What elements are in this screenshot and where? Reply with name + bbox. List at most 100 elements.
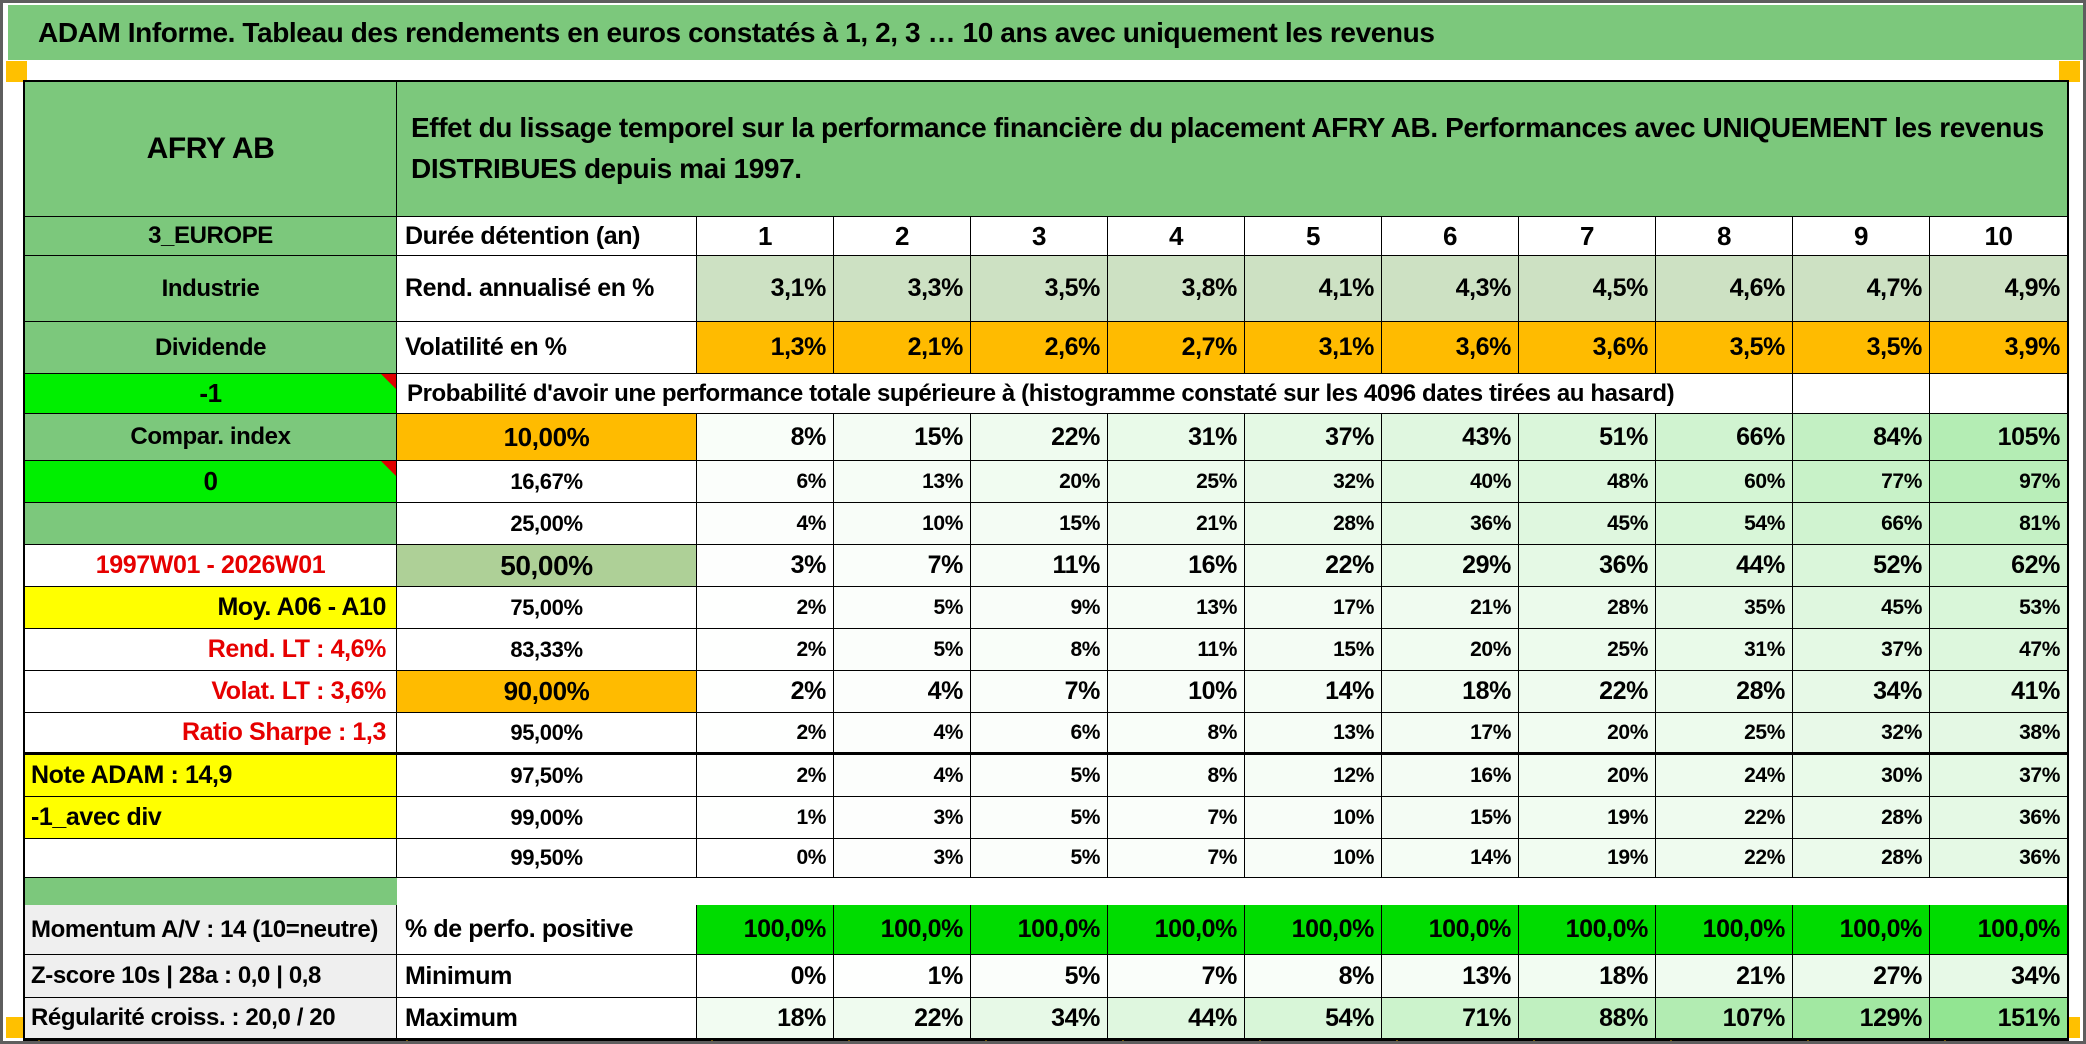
value-cell[interactable]: 66% — [1793, 503, 1930, 545]
value-cell[interactable]: 2% — [697, 755, 834, 797]
year-header-cell[interactable]: 5 — [1245, 217, 1382, 256]
value-cell[interactable]: 10% — [1108, 671, 1245, 713]
row-label-cell[interactable]: Industrie — [25, 256, 397, 322]
value-cell[interactable]: 24% — [1656, 755, 1793, 797]
value-cell[interactable]: 37% — [1245, 414, 1382, 461]
value-cell[interactable]: 7% — [834, 545, 971, 587]
value-cell[interactable]: 105% — [1930, 414, 2067, 461]
value-cell[interactable]: 30% — [1793, 755, 1930, 797]
value-cell[interactable]: 28% — [1245, 503, 1382, 545]
row-label-cell[interactable]: Z-score 10s | 28a : 0,0 | 0,8 — [25, 955, 397, 998]
value-cell[interactable]: 3% — [697, 545, 834, 587]
year-header-cell[interactable]: 8 — [1656, 217, 1793, 256]
value-cell[interactable]: 13% — [1382, 955, 1519, 998]
value-cell[interactable]: 77% — [1793, 461, 1930, 503]
value-cell[interactable]: 4,5% — [1519, 256, 1656, 322]
value-cell[interactable]: 12% — [1245, 755, 1382, 797]
value-cell[interactable]: 4% — [834, 671, 971, 713]
value-cell[interactable]: 129% — [1793, 998, 1930, 1039]
value-cell[interactable]: 11% — [971, 545, 1108, 587]
value-cell[interactable]: 21% — [1382, 587, 1519, 629]
year-header-cell[interactable]: 4 — [1108, 217, 1245, 256]
value-cell[interactable]: 54% — [1245, 998, 1382, 1039]
value-cell[interactable]: 52% — [1793, 545, 1930, 587]
value-cell[interactable]: 19% — [1519, 797, 1656, 839]
value-cell[interactable]: 0% — [697, 955, 834, 998]
value-cell[interactable]: 100,0% — [971, 905, 1108, 955]
value-cell[interactable]: 3,6% — [1382, 322, 1519, 374]
value-cell[interactable]: 15% — [1382, 797, 1519, 839]
row-label-cell[interactable]: Moy. A06 - A10 — [25, 587, 397, 629]
value-cell[interactable]: 51% — [1519, 414, 1656, 461]
year-header-cell[interactable]: 2 — [834, 217, 971, 256]
ticker-cell[interactable]: AFRY AB — [25, 82, 397, 217]
value-cell[interactable]: 29% — [1382, 545, 1519, 587]
row-label-cell[interactable]: Volat. LT : 3,6% — [25, 671, 397, 713]
value-cell[interactable]: 5% — [834, 587, 971, 629]
value-cell[interactable]: 16% — [1382, 755, 1519, 797]
probability-threshold-cell[interactable]: 50,00% — [397, 545, 697, 587]
value-cell[interactable]: 28% — [1793, 797, 1930, 839]
row-label-cell[interactable]: Rend. LT : 4,6% — [25, 629, 397, 671]
value-cell[interactable]: 22% — [1245, 545, 1382, 587]
value-cell[interactable]: 36% — [1930, 797, 2067, 839]
value-cell[interactable]: 151% — [1930, 998, 2067, 1039]
value-cell[interactable]: 14% — [1382, 839, 1519, 878]
value-cell[interactable]: 4% — [834, 713, 971, 755]
value-cell[interactable]: 100,0% — [697, 905, 834, 955]
value-cell[interactable]: 32% — [1245, 461, 1382, 503]
value-cell[interactable]: 5% — [971, 797, 1108, 839]
value-cell[interactable]: 7% — [1108, 839, 1245, 878]
row-label-cell[interactable]: 1997W01 - 2026W01 — [25, 545, 397, 587]
value-cell[interactable]: 27% — [1793, 955, 1930, 998]
value-cell[interactable]: 22% — [1656, 797, 1793, 839]
value-cell[interactable]: 2% — [697, 587, 834, 629]
value-cell[interactable]: 10% — [1245, 797, 1382, 839]
value-cell[interactable]: 36% — [1930, 839, 2067, 878]
value-cell[interactable]: 15% — [971, 503, 1108, 545]
value-cell[interactable]: 7% — [1108, 797, 1245, 839]
value-cell[interactable]: 11% — [1108, 629, 1245, 671]
row-label-cell[interactable]: 3_EUROPE — [25, 217, 397, 256]
description-cell[interactable]: Effet du lissage temporel sur la perform… — [397, 82, 2067, 217]
row-label-cell[interactable]: -1 — [25, 374, 397, 414]
value-cell[interactable]: 4,7% — [1793, 256, 1930, 322]
value-cell[interactable]: 100,0% — [1245, 905, 1382, 955]
measure-label-cell[interactable]: Rend. annualisé en % — [397, 256, 697, 322]
value-cell[interactable]: 6% — [697, 461, 834, 503]
value-cell[interactable]: 4,3% — [1382, 256, 1519, 322]
value-cell[interactable]: 7% — [1108, 955, 1245, 998]
value-cell[interactable]: 36% — [1519, 545, 1656, 587]
value-cell[interactable]: 81% — [1930, 503, 2067, 545]
value-cell[interactable]: 54% — [1656, 503, 1793, 545]
value-cell[interactable]: 1% — [697, 797, 834, 839]
value-cell[interactable]: 5% — [971, 955, 1108, 998]
value-cell[interactable]: 2,6% — [971, 322, 1108, 374]
value-cell[interactable]: 8% — [697, 414, 834, 461]
value-cell[interactable]: 100,0% — [1519, 905, 1656, 955]
value-cell[interactable]: 13% — [834, 461, 971, 503]
row-label-cell[interactable]: Régularité croiss. : 20,0 / 20 — [25, 998, 397, 1039]
empty-cell[interactable] — [1930, 374, 2067, 414]
value-cell[interactable]: 25% — [1108, 461, 1245, 503]
value-cell[interactable]: 100,0% — [834, 905, 971, 955]
value-cell[interactable]: 15% — [834, 414, 971, 461]
value-cell[interactable]: 21% — [1108, 503, 1245, 545]
value-cell[interactable]: 100,0% — [1793, 905, 1930, 955]
value-cell[interactable]: 66% — [1656, 414, 1793, 461]
probability-threshold-cell[interactable]: 25,00% — [397, 503, 697, 545]
row-label-cell[interactable]: 0 — [25, 461, 397, 503]
value-cell[interactable]: 1% — [834, 955, 971, 998]
value-cell[interactable]: 3,6% — [1519, 322, 1656, 374]
value-cell[interactable]: 15% — [1245, 629, 1382, 671]
value-cell[interactable]: 5% — [834, 629, 971, 671]
value-cell[interactable]: 100,0% — [1656, 905, 1793, 955]
value-cell[interactable]: 53% — [1930, 587, 2067, 629]
value-cell[interactable]: 100,0% — [1930, 905, 2067, 955]
value-cell[interactable]: 37% — [1793, 629, 1930, 671]
value-cell[interactable]: 28% — [1656, 671, 1793, 713]
row-label-cell[interactable]: Momentum A/V : 14 (10=neutre) — [25, 905, 397, 955]
measure-label-cell[interactable]: Durée détention (an) — [397, 217, 697, 256]
probability-threshold-cell[interactable]: 83,33% — [397, 629, 697, 671]
year-header-cell[interactable]: 9 — [1793, 217, 1930, 256]
